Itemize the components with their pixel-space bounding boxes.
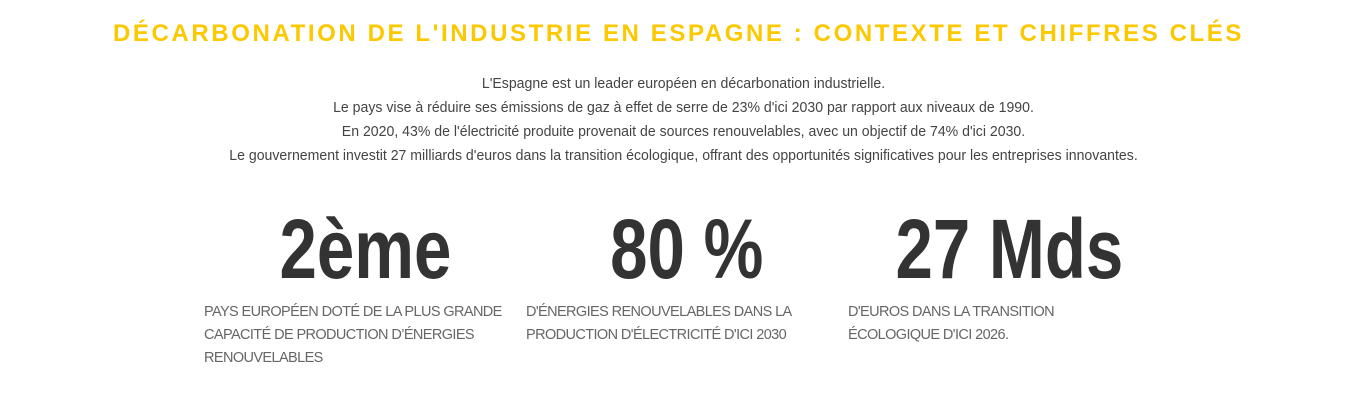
intro-line: En 2020, 43% de l'électricité produite p… <box>341 123 1026 140</box>
stat-value: 27 Mds <box>895 202 1123 296</box>
stat-value: 2ème <box>279 202 451 296</box>
key-figures: 2ème PAYS EUROPÉEN DOTÉ DE LA PLUS GRAND… <box>204 205 1170 370</box>
stat-ranking: 2ème PAYS EUROPÉEN DOTÉ DE LA PLUS GRAND… <box>204 205 526 370</box>
stat-label-line: PAYS EUROPÉEN DOTÉ DE LA PLUS GRANDE <box>204 304 502 320</box>
intro-line: L'Espagne est un leader européen en déca… <box>481 75 886 92</box>
stat-label-line: D'EUROS DANS LA TRANSITION <box>848 304 1055 320</box>
stat-investment: 27 Mds D'EUROS DANS LA TRANSITION ÉCOLOG… <box>848 205 1170 370</box>
intro-line: Le pays vise à réduire ses émissions de … <box>333 99 1034 116</box>
stat-label-line: CAPACITÉ DE PRODUCTION D’ÉNERGIES <box>204 327 475 343</box>
intro-line: Le gouvernement investit 27 milliards d'… <box>229 147 1138 164</box>
intro-paragraph: L'Espagne est un leader européen en déca… <box>0 72 1357 168</box>
stat-label: PAYS EUROPÉEN DOTÉ DE LA PLUS GRANDE CAP… <box>204 301 526 370</box>
page-title: DÉCARBONATION DE L'INDUSTRIE EN ESPAGNE … <box>112 20 1245 47</box>
stat-label-line: PRODUCTION D'ÉLECTRICITÉ D'ICI 2030 <box>526 327 787 343</box>
stat-value: 80 % <box>610 202 764 296</box>
stat-label-line: D'ÉNERGIES RENOUVELABLES DANS LA <box>526 304 792 320</box>
stat-label: D'ÉNERGIES RENOUVELABLES DANS LA PRODUCT… <box>526 301 848 347</box>
stat-renewables: 80 % D'ÉNERGIES RENOUVELABLES DANS LA PR… <box>526 205 848 370</box>
stat-label: D'EUROS DANS LA TRANSITION ÉCOLOGIQUE D'… <box>848 301 1170 347</box>
stat-label-line: RENOUVELABLES <box>204 350 323 366</box>
stat-label-line: ÉCOLOGIQUE D'ICI 2026. <box>848 327 1009 343</box>
